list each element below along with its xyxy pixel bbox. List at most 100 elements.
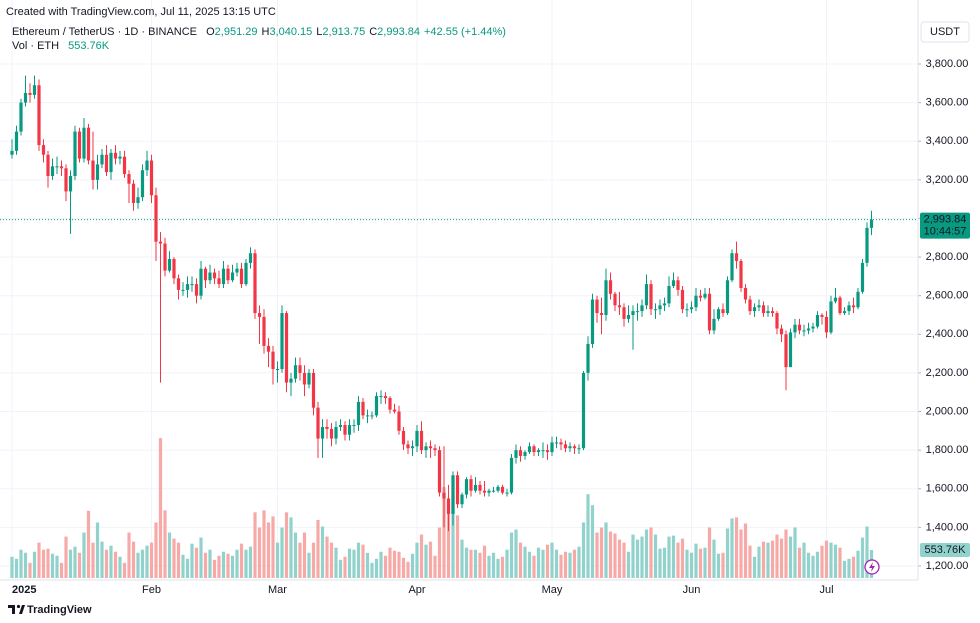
volume-bar bbox=[806, 552, 811, 578]
volume-bar bbox=[487, 555, 491, 578]
candle-body bbox=[68, 175, 73, 192]
candle-body bbox=[293, 365, 298, 379]
candle-body bbox=[118, 156, 122, 159]
candle-body bbox=[572, 446, 577, 449]
candle-body bbox=[55, 166, 59, 168]
volume-bar bbox=[748, 545, 752, 578]
volume-bar bbox=[383, 555, 388, 578]
volume-bar bbox=[739, 529, 743, 578]
volume-bar bbox=[374, 558, 379, 578]
volume-bar bbox=[410, 553, 415, 578]
candle-body bbox=[37, 85, 41, 146]
candle-body bbox=[698, 295, 703, 298]
candle-body bbox=[599, 313, 604, 315]
volume-bar bbox=[653, 534, 658, 578]
volume-bar bbox=[622, 542, 626, 578]
candle-body bbox=[104, 154, 109, 173]
currency-button[interactable] bbox=[920, 21, 970, 43]
candle-body bbox=[127, 174, 131, 184]
volume-bar bbox=[190, 543, 194, 578]
volume-bar bbox=[734, 517, 739, 578]
candle-body bbox=[734, 253, 739, 261]
candle-body bbox=[167, 259, 172, 271]
candle-body bbox=[482, 490, 487, 493]
volume-bar bbox=[586, 494, 590, 578]
volume-header: Vol · ETH 553.76K bbox=[12, 40, 110, 52]
candle-body bbox=[361, 401, 365, 416]
candle-body bbox=[190, 284, 194, 286]
volume-bar bbox=[172, 538, 176, 578]
candle-body bbox=[28, 92, 32, 95]
volume-bar bbox=[590, 505, 595, 578]
volume-bar bbox=[140, 549, 145, 578]
volume-bar bbox=[419, 534, 424, 578]
volume-bar bbox=[721, 552, 725, 578]
volume-bar bbox=[842, 560, 847, 578]
volume-bar bbox=[743, 523, 748, 578]
volume-bar bbox=[523, 546, 527, 578]
volume-bar bbox=[289, 517, 293, 578]
candle-body bbox=[203, 268, 208, 281]
volume-bar bbox=[10, 556, 14, 578]
candle-body bbox=[797, 324, 802, 331]
candle-layer bbox=[10, 75, 874, 532]
volume-bar bbox=[671, 535, 676, 578]
volume-bar bbox=[316, 519, 320, 578]
y-tick-label: 3,200.00 bbox=[926, 174, 969, 186]
volume-bar bbox=[478, 552, 482, 578]
candle-body bbox=[397, 411, 401, 431]
volume-bar bbox=[203, 552, 208, 578]
x-tick-label: 2025 bbox=[12, 584, 36, 596]
volume-bar bbox=[500, 556, 505, 578]
candle-body bbox=[271, 351, 275, 370]
volume-bar bbox=[829, 542, 833, 578]
volume-bar bbox=[280, 527, 284, 578]
volume-bar bbox=[131, 541, 136, 578]
candle-body bbox=[253, 253, 257, 314]
candle-body bbox=[676, 280, 680, 290]
volume-bar bbox=[559, 554, 563, 578]
candle-body bbox=[473, 484, 478, 491]
countdown: 10:44:57 bbox=[924, 226, 967, 238]
candle-body bbox=[446, 498, 451, 514]
candle-body bbox=[388, 398, 392, 410]
volume-bar bbox=[473, 549, 478, 578]
volume-bar bbox=[253, 512, 257, 578]
volume-bar bbox=[550, 542, 554, 578]
volume-bar bbox=[46, 548, 50, 578]
volume-bar bbox=[325, 536, 329, 578]
candle-body bbox=[73, 131, 77, 176]
volume-bar bbox=[347, 548, 352, 578]
candle-body bbox=[779, 328, 784, 335]
volume-bar bbox=[212, 559, 217, 578]
event-bolt bbox=[869, 562, 875, 572]
candle-body bbox=[770, 311, 775, 314]
volume-bar bbox=[343, 556, 347, 578]
candle-body bbox=[653, 309, 658, 311]
volume-bar bbox=[95, 522, 100, 578]
currency[interactable]: USDT bbox=[930, 26, 960, 38]
y-tick-label: 1,400.00 bbox=[926, 521, 969, 533]
volume-bar bbox=[50, 553, 55, 578]
candle-body bbox=[667, 286, 671, 304]
candle-body bbox=[838, 297, 842, 314]
volume-bar bbox=[545, 544, 550, 578]
candle-body bbox=[631, 311, 635, 315]
volume-bar bbox=[847, 558, 851, 578]
ohlc-value: 3,040.15 bbox=[269, 26, 312, 38]
volume-bar bbox=[464, 547, 469, 578]
candle-body bbox=[95, 164, 100, 180]
candle-body bbox=[842, 311, 847, 314]
volume-bar bbox=[838, 547, 842, 578]
candle-body bbox=[257, 313, 262, 317]
volume-bar bbox=[55, 555, 59, 578]
candle-body bbox=[149, 160, 154, 196]
y-tick-label: 3,800.00 bbox=[926, 58, 969, 70]
candle-body bbox=[442, 492, 446, 499]
candle-body bbox=[811, 326, 815, 329]
candle-body bbox=[595, 299, 599, 314]
candle-body bbox=[370, 415, 374, 417]
volume-bar bbox=[577, 546, 581, 578]
volume-bar bbox=[356, 542, 361, 578]
candle-body bbox=[478, 484, 482, 491]
